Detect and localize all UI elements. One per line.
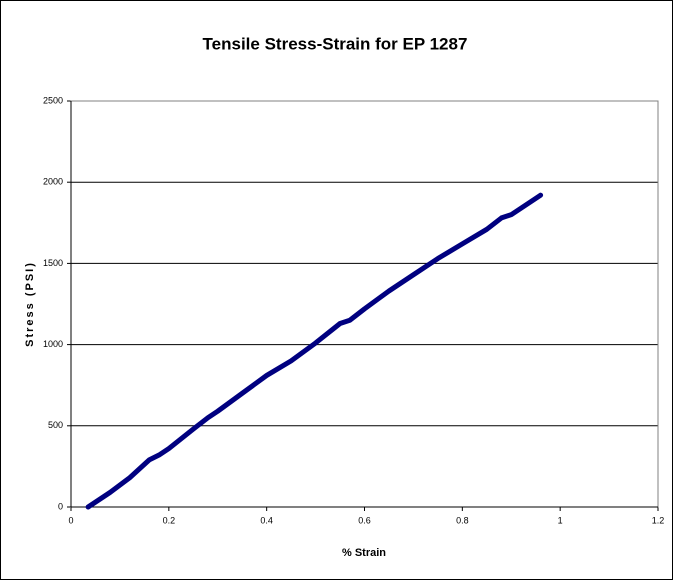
- x-tick-label: 0: [68, 515, 73, 525]
- y-axis-label: Stress (PSI): [24, 261, 36, 347]
- data-line: [85, 192, 544, 510]
- x-tick-label: 0.4: [260, 515, 273, 525]
- y-tick-label: 500: [48, 420, 63, 430]
- x-axis-label: % Strain: [342, 547, 386, 559]
- y-tick-label: 2500: [43, 95, 63, 105]
- x-tick-label: 0.2: [163, 515, 176, 525]
- y-tick-label: 1000: [43, 339, 63, 349]
- y-tick-label: 0: [58, 501, 63, 511]
- x-tick-label: 1.2: [652, 515, 665, 525]
- y-tick-label: 1500: [43, 258, 63, 268]
- x-tick-label: 0.6: [358, 515, 371, 525]
- x-tick-label: 0.8: [456, 515, 469, 525]
- chart-title: Tensile Stress-Strain for EP 1287: [203, 34, 468, 53]
- x-tick-label: 1: [558, 515, 563, 525]
- y-tick-label: 2000: [43, 177, 63, 187]
